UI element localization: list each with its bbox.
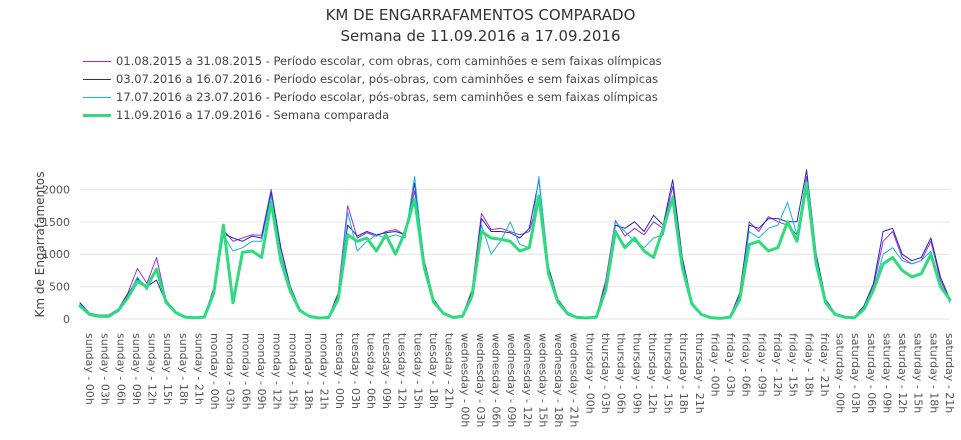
x-tick-label: monday - 15h <box>286 333 299 410</box>
x-tick-label: friday - 06h <box>740 333 753 397</box>
y-axis-label: Km de Engarrafamentos <box>33 172 47 318</box>
legend-label: 11.09.2016 a 17.09.2016 - Semana compara… <box>116 108 390 122</box>
x-tick-label: monday - 06h <box>239 333 252 410</box>
series-line-2 <box>79 169 951 319</box>
x-tick-label: thursday - 00h <box>583 333 596 414</box>
x-tick-label: sunday - 09h <box>130 333 143 405</box>
chart-title: KM DE ENGARRAFAMENTOS COMPARADO <box>325 6 636 24</box>
x-tick-label: saturday - 21h <box>943 333 956 413</box>
x-tick-label: monday - 09h <box>255 333 268 410</box>
x-tick-label: wednesday - 00h <box>458 333 471 427</box>
x-tick-label: wednesday - 06h <box>490 333 503 427</box>
x-tick-label: tuesday - 06h <box>364 333 377 409</box>
legend-label: 01.08.2015 a 31.08.2015 - Período escola… <box>116 54 662 68</box>
x-tick-label: wednesday - 12h <box>521 333 534 427</box>
legend-swatch <box>83 96 111 98</box>
x-tick-label: tuesday - 15h <box>411 333 424 409</box>
x-tick-label: monday - 00h <box>208 333 221 410</box>
x-tick-label: friday - 12h <box>771 333 784 397</box>
x-tick-label: saturday - 09h <box>880 333 893 413</box>
x-tick-label: thursday - 09h <box>630 333 643 414</box>
chart-subtitle: Semana de 11.09.2016 a 17.09.2016 <box>340 27 621 45</box>
legend-item[interactable]: 01.08.2015 a 31.08.2015 - Período escola… <box>83 52 662 70</box>
x-tick-label: saturday - 12h <box>896 333 909 413</box>
x-tick-label: sunday - 06h <box>114 333 127 405</box>
x-tick-label: monday - 12h <box>271 333 284 410</box>
x-tick-label: thursday - 03h <box>599 333 612 414</box>
x-tick-label: thursday - 06h <box>615 333 628 414</box>
y-tick-label: 0 <box>63 313 70 326</box>
x-tick-label: thursday - 12h <box>646 333 659 414</box>
x-tick-label: friday - 15h <box>787 333 800 397</box>
x-tick-label: thursday - 18h <box>677 333 690 414</box>
chart-legend: 01.08.2015 a 31.08.2015 - Período escola… <box>83 52 662 124</box>
x-tick-label: sunday - 03h <box>99 333 112 405</box>
x-tick-label: monday - 03h <box>224 333 237 410</box>
x-tick-label: tuesday - 03h <box>349 333 362 409</box>
x-tick-label: tuesday - 18h <box>427 333 440 409</box>
x-tick-label: thursday - 21h <box>693 333 706 414</box>
y-tick-label: 1000 <box>42 248 70 261</box>
x-tick-label: wednesday - 18h <box>552 333 565 427</box>
x-tick-label: wednesday - 15h <box>536 333 549 427</box>
x-tick-label: tuesday - 09h <box>380 333 393 409</box>
x-tick-label: monday - 21h <box>318 333 331 410</box>
legend-swatch <box>83 113 111 117</box>
y-axis: 0 500 1000 1500 2000 <box>42 183 70 326</box>
legend-label: 17.07.2016 a 23.07.2016 - Período escola… <box>116 90 658 104</box>
y-tick-label: 1500 <box>42 216 70 229</box>
x-tick-label: friday - 03h <box>724 333 737 397</box>
legend-item[interactable]: 17.07.2016 a 23.07.2016 - Período escola… <box>83 88 662 106</box>
x-tick-label: saturday - 06h <box>865 333 878 413</box>
x-tick-label: friday - 09h <box>755 333 768 397</box>
legend-item[interactable]: 03.07.2016 a 16.07.2016 - Período escola… <box>83 70 662 88</box>
legend-item[interactable]: 11.09.2016 a 17.09.2016 - Semana compara… <box>83 106 662 124</box>
y-tick-label: 500 <box>49 281 70 294</box>
x-tick-label: wednesday - 21h <box>568 333 581 427</box>
series-lines <box>78 169 952 320</box>
x-tick-label: sunday - 18h <box>177 333 190 405</box>
legend-swatch <box>83 60 111 62</box>
x-tick-label: sunday - 12h <box>146 333 159 405</box>
x-tick-label: friday - 00h <box>708 333 721 397</box>
x-tick-label: saturday - 15h <box>912 333 925 413</box>
x-axis: sunday - 00h sunday - 03h sunday - 06h sund… <box>83 333 956 427</box>
x-tick-label: sunday - 00h <box>83 333 96 405</box>
x-tick-label: tuesday - 21h <box>443 333 456 409</box>
x-tick-label: thursday - 15h <box>662 333 675 414</box>
series-line-4 <box>78 181 952 320</box>
x-tick-label: tuesday - 00h <box>333 333 346 409</box>
x-tick-label: saturday - 00h <box>834 333 847 413</box>
x-tick-label: friday - 18h <box>802 333 815 397</box>
x-tick-label: saturday - 03h <box>849 333 862 413</box>
x-tick-label: sunday - 21h <box>192 333 205 405</box>
legend-label: 03.07.2016 a 16.07.2016 - Período escola… <box>116 72 659 86</box>
x-tick-label: friday - 21h <box>818 333 831 397</box>
x-tick-label: saturday - 18h <box>927 333 940 413</box>
y-tick-label: 2000 <box>42 183 70 196</box>
x-tick-label: wednesday - 03h <box>474 333 487 427</box>
x-tick-label: tuesday - 12h <box>396 333 409 409</box>
x-tick-label: wednesday - 09h <box>505 333 518 427</box>
x-tick-label: monday - 18h <box>302 333 315 410</box>
x-tick-label: sunday - 15h <box>161 333 174 405</box>
legend-swatch <box>83 78 111 80</box>
